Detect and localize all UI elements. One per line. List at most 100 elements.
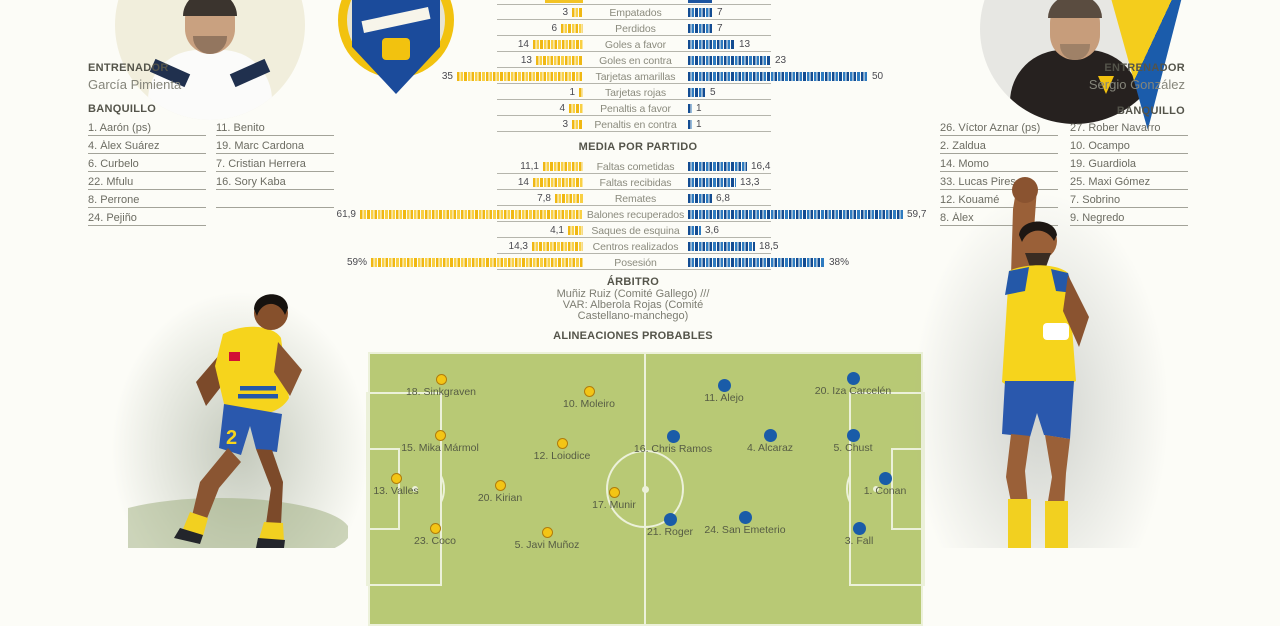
home-player-dot — [494, 479, 506, 491]
home-banquillo-label: BANQUILLO — [88, 103, 157, 115]
home-player-name: 10. Moleiro — [563, 398, 615, 410]
referee-line-1: Muñiz Ruiz (Comité Gallego) /// — [556, 288, 710, 300]
away-player-name: 24. San Emeterio — [704, 524, 786, 536]
home-stat-value: 1 — [569, 87, 575, 98]
svg-text:2: 2 — [226, 427, 237, 449]
home-stat-bar — [533, 39, 583, 49]
home-bench-item: 1. Aarón (ps) — [88, 122, 206, 136]
away-stat-value: 1 — [696, 103, 702, 114]
row-separator — [497, 237, 771, 238]
center-circle — [606, 450, 684, 528]
home-bench-item: 6. Curbelo — [88, 158, 206, 172]
stat-label: Centros realizados — [592, 240, 679, 253]
alineaciones-header: ALINEACIONES PROBABLES — [553, 330, 713, 342]
away-stat-value: 7 — [717, 23, 723, 34]
stat-label: Tarjetas amarillas — [595, 70, 676, 83]
media-por-partido-header: MEDIA POR PARTIDO — [578, 141, 698, 153]
row-separator — [497, 221, 771, 222]
away-bench-item: 25. Maxi Gómez — [1070, 176, 1188, 190]
away-player-dot — [717, 378, 731, 392]
away-stat-bar — [688, 161, 747, 171]
away-bench-item: 19. Guardiola — [1070, 158, 1188, 172]
stat-row: 35 Tarjetas amarillas 50 — [0, 68, 1280, 84]
away-player-name: 21. Roger — [646, 526, 694, 538]
home-bench-column-1: 1. Aarón (ps) 4. Álex Suárez 6. Curbelo 22.… — [88, 122, 206, 230]
stat-row: 3 Penaltis en contra 1 — [0, 116, 1280, 132]
away-coach-avatar — [980, 0, 1170, 124]
away-stat-value: 6,8 — [716, 193, 730, 204]
stat-label: Balones recuperados — [586, 208, 685, 221]
away-bench-item: 26. Víctor Aznar (ps) — [940, 122, 1058, 136]
home-player-dot — [556, 437, 568, 449]
home-bench-item — [216, 194, 334, 208]
home-stat-bar — [568, 225, 583, 235]
stat-label: Penaltis a favor — [600, 102, 671, 115]
stat-row: 7,8 Remates 6,8 — [0, 190, 1280, 206]
home-player-name: 13. Valles — [373, 485, 419, 497]
stat-row: 3 Empatados 7 — [0, 4, 1280, 20]
home-player-name: 17. Munir — [592, 499, 636, 511]
away-stat-bar — [688, 87, 706, 97]
home-player-dot — [541, 526, 553, 538]
cut-top-away-bar — [688, 0, 712, 3]
row-separator — [497, 131, 771, 132]
away-stat-bar — [688, 193, 712, 203]
home-stat-value: 13 — [520, 55, 532, 66]
home-stat-bar — [533, 177, 583, 187]
home-stat-bar — [371, 257, 583, 267]
home-stat-value: 3 — [562, 7, 568, 18]
home-stat-bar — [569, 103, 583, 113]
away-player-dot — [763, 428, 777, 442]
stat-label: Goles a favor — [604, 38, 667, 51]
home-bench-item: 7. Cristian Herrera — [216, 158, 334, 172]
stat-row: 11,1 Faltas cometidas 16,4 — [0, 158, 1280, 174]
away-stat-value: 59,7 — [907, 209, 927, 220]
home-stat-value: 4,1 — [550, 225, 564, 236]
stat-label: Faltas cometidas — [596, 160, 675, 173]
home-player-name: 20. Kirian — [477, 492, 523, 504]
home-player-name: 15. Mika Mármol — [401, 442, 479, 454]
home-player-dot — [434, 429, 446, 441]
away-player-name: 4. Alcaraz — [746, 442, 794, 454]
away-coach-torso — [1010, 50, 1140, 124]
away-entrenador-label: ENTRENADOR — [1104, 62, 1185, 74]
away-player-dot — [663, 512, 677, 526]
home-stat-bar — [360, 209, 583, 219]
away-stat-value: 13 — [739, 39, 751, 50]
home-crest-detail — [382, 38, 410, 60]
home-stat-value: 14 — [517, 39, 529, 50]
home-stat-value: 35 — [441, 71, 453, 82]
away-player-name: 5. Chust — [833, 442, 873, 454]
right-penalty-spot — [873, 486, 879, 492]
stat-label: Empatados — [609, 6, 662, 19]
stat-label: Goles en contra — [599, 54, 672, 67]
stat-row: 14 Goles a favor 13 — [0, 36, 1280, 52]
home-player-dot — [390, 472, 402, 484]
away-stat-value: 50 — [872, 71, 884, 82]
away-stat-value: 18,5 — [759, 241, 779, 252]
row-separator — [497, 99, 771, 100]
row-separator — [497, 173, 771, 174]
away-bench-item: 33. Lucas Pires — [940, 176, 1058, 190]
away-bench-item: 2. Zaldua — [940, 140, 1058, 154]
home-stat-bar — [532, 241, 583, 251]
row-separator — [497, 205, 771, 206]
home-coach-hair — [183, 0, 237, 16]
away-stat-bar — [688, 55, 771, 65]
away-stat-bar — [688, 257, 825, 267]
home-bench-column-2: 11. Benito 19. Marc Cardona 7. Cristian He… — [216, 122, 334, 212]
home-coach-beard — [193, 36, 227, 54]
home-player-dot — [429, 522, 441, 534]
away-stat-value: 1 — [696, 119, 702, 130]
home-crest — [336, 0, 456, 118]
home-player-dot — [608, 486, 620, 498]
away-coach-beard — [1060, 44, 1090, 60]
away-player-name: 20. Iza Carcelén — [814, 385, 892, 397]
home-bench-item: 11. Benito — [216, 122, 334, 136]
away-stat-bar — [688, 209, 903, 219]
stat-label: Saques de esquina — [591, 224, 680, 237]
home-coach-torso — [148, 50, 272, 120]
home-player-dot — [583, 385, 595, 397]
stat-row: 14,3 Centros realizados 18,5 — [0, 238, 1280, 254]
